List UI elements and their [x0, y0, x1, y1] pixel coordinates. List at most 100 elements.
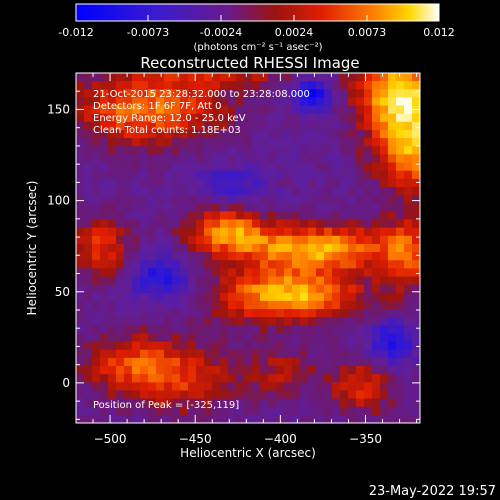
- heatmap-cell: [244, 105, 253, 115]
- heatmap-cell: [220, 406, 229, 416]
- heatmap-cell: [300, 276, 309, 286]
- heatmap-cell: [124, 219, 133, 229]
- heatmap-cell: [116, 292, 125, 302]
- heatmap-cell: [324, 398, 333, 408]
- heatmap-cell: [204, 97, 213, 106]
- heatmap-cell: [180, 97, 189, 106]
- heatmap-cell: [204, 260, 213, 269]
- heatmap-cell: [124, 73, 133, 82]
- heatmap-cell: [372, 97, 381, 106]
- heatmap-cell: [236, 105, 245, 115]
- heatmap-cell: [268, 292, 277, 302]
- heatmap-cell: [140, 325, 149, 334]
- heatmap-cell: [348, 309, 357, 318]
- heatmap-cell: [340, 292, 349, 302]
- heatmap-cell: [220, 284, 229, 294]
- heatmap-cell: [292, 243, 301, 253]
- heatmap-cell: [348, 374, 357, 383]
- heatmap-cell: [148, 138, 157, 147]
- heatmap-cell: [292, 121, 301, 131]
- heatmap-cell: [84, 414, 93, 424]
- heatmap-cell: [100, 105, 109, 115]
- heatmap-cell: [180, 235, 189, 245]
- heatmap-cell: [324, 211, 333, 220]
- heatmap-cell: [84, 341, 93, 351]
- heatmap-cell: [236, 276, 245, 286]
- heatmap-cell: [116, 382, 125, 391]
- heatmap-cell: [388, 398, 397, 408]
- heatmap-cell: [108, 390, 117, 399]
- heatmap-cell: [156, 317, 165, 326]
- heatmap-cell: [316, 341, 325, 351]
- heatmap-cell: [244, 382, 253, 391]
- heatmap-cell: [236, 325, 245, 334]
- heatmap-cell: [292, 81, 301, 90]
- heatmap-cell: [140, 349, 149, 359]
- heatmap-cell: [172, 252, 181, 261]
- heatmap-cell: [92, 73, 101, 82]
- heatmap-cell: [220, 219, 229, 229]
- heatmap-cell: [124, 203, 133, 212]
- heatmap-cell: [348, 113, 357, 123]
- heatmap-cell: [364, 382, 373, 391]
- heatmap-cell: [388, 105, 397, 115]
- heatmap-cell: [284, 268, 293, 277]
- heatmap-cell: [164, 268, 173, 277]
- heatmap-cell: [196, 129, 205, 139]
- heatmap-cell: [388, 390, 397, 399]
- heatmap-cell: [292, 219, 301, 229]
- heatmap-cell: [284, 105, 293, 115]
- heatmap-cell: [252, 317, 261, 326]
- heatmap-cell: [172, 105, 181, 115]
- heatmap-cell: [244, 366, 253, 375]
- heatmap-cell: [244, 227, 253, 237]
- heatmap-cell: [236, 366, 245, 375]
- heatmap-cell: [300, 317, 309, 326]
- heatmap-cell: [324, 203, 333, 212]
- heatmap-cell: [132, 333, 141, 343]
- heatmap-cell: [76, 341, 85, 351]
- heatmap-cell: [164, 333, 173, 343]
- heatmap-cell: [388, 333, 397, 343]
- heatmap-cell: [308, 309, 317, 318]
- heatmap-cell: [268, 276, 277, 286]
- heatmap-cell: [364, 366, 373, 375]
- heatmap-cell: [300, 97, 309, 106]
- heatmap-cell: [100, 186, 109, 196]
- heatmap-cell: [356, 129, 365, 139]
- heatmap-cell: [388, 357, 397, 367]
- heatmap-cell: [396, 382, 405, 391]
- heatmap-cell: [180, 333, 189, 343]
- heatmap-cell: [388, 374, 397, 383]
- heatmap-cell: [140, 203, 149, 212]
- heatmap-cell: [340, 138, 349, 147]
- heatmap-cell: [100, 268, 109, 277]
- heatmap-cell: [292, 349, 301, 359]
- heatmap-cell: [348, 292, 357, 302]
- heatmap-cell: [172, 292, 181, 302]
- heatmap-cell: [172, 121, 181, 131]
- heatmap-cell: [108, 113, 117, 123]
- heatmap-cell: [348, 186, 357, 196]
- heatmap-cell: [292, 97, 301, 106]
- heatmap-cell: [108, 219, 117, 229]
- heatmap-cell: [84, 186, 93, 196]
- heatmap-cell: [140, 97, 149, 106]
- heatmap-cell: [316, 89, 325, 98]
- heatmap-cell: [324, 97, 333, 106]
- heatmap-cell: [84, 276, 93, 286]
- heatmap-cell: [228, 186, 237, 196]
- heatmap-cell: [412, 162, 421, 172]
- heatmap-cell: [388, 170, 397, 180]
- heatmap-cell: [164, 398, 173, 408]
- heatmap-cell: [332, 309, 341, 318]
- heatmap-cell: [372, 260, 381, 269]
- heatmap-cell: [260, 178, 269, 188]
- heatmap-cell: [220, 260, 229, 269]
- heatmap-cell: [332, 129, 341, 139]
- heatmap-image: [76, 73, 421, 424]
- heatmap-cell: [108, 292, 117, 302]
- heatmap-cell: [164, 235, 173, 245]
- heatmap-cell: [92, 170, 101, 180]
- heatmap-cell: [316, 292, 325, 302]
